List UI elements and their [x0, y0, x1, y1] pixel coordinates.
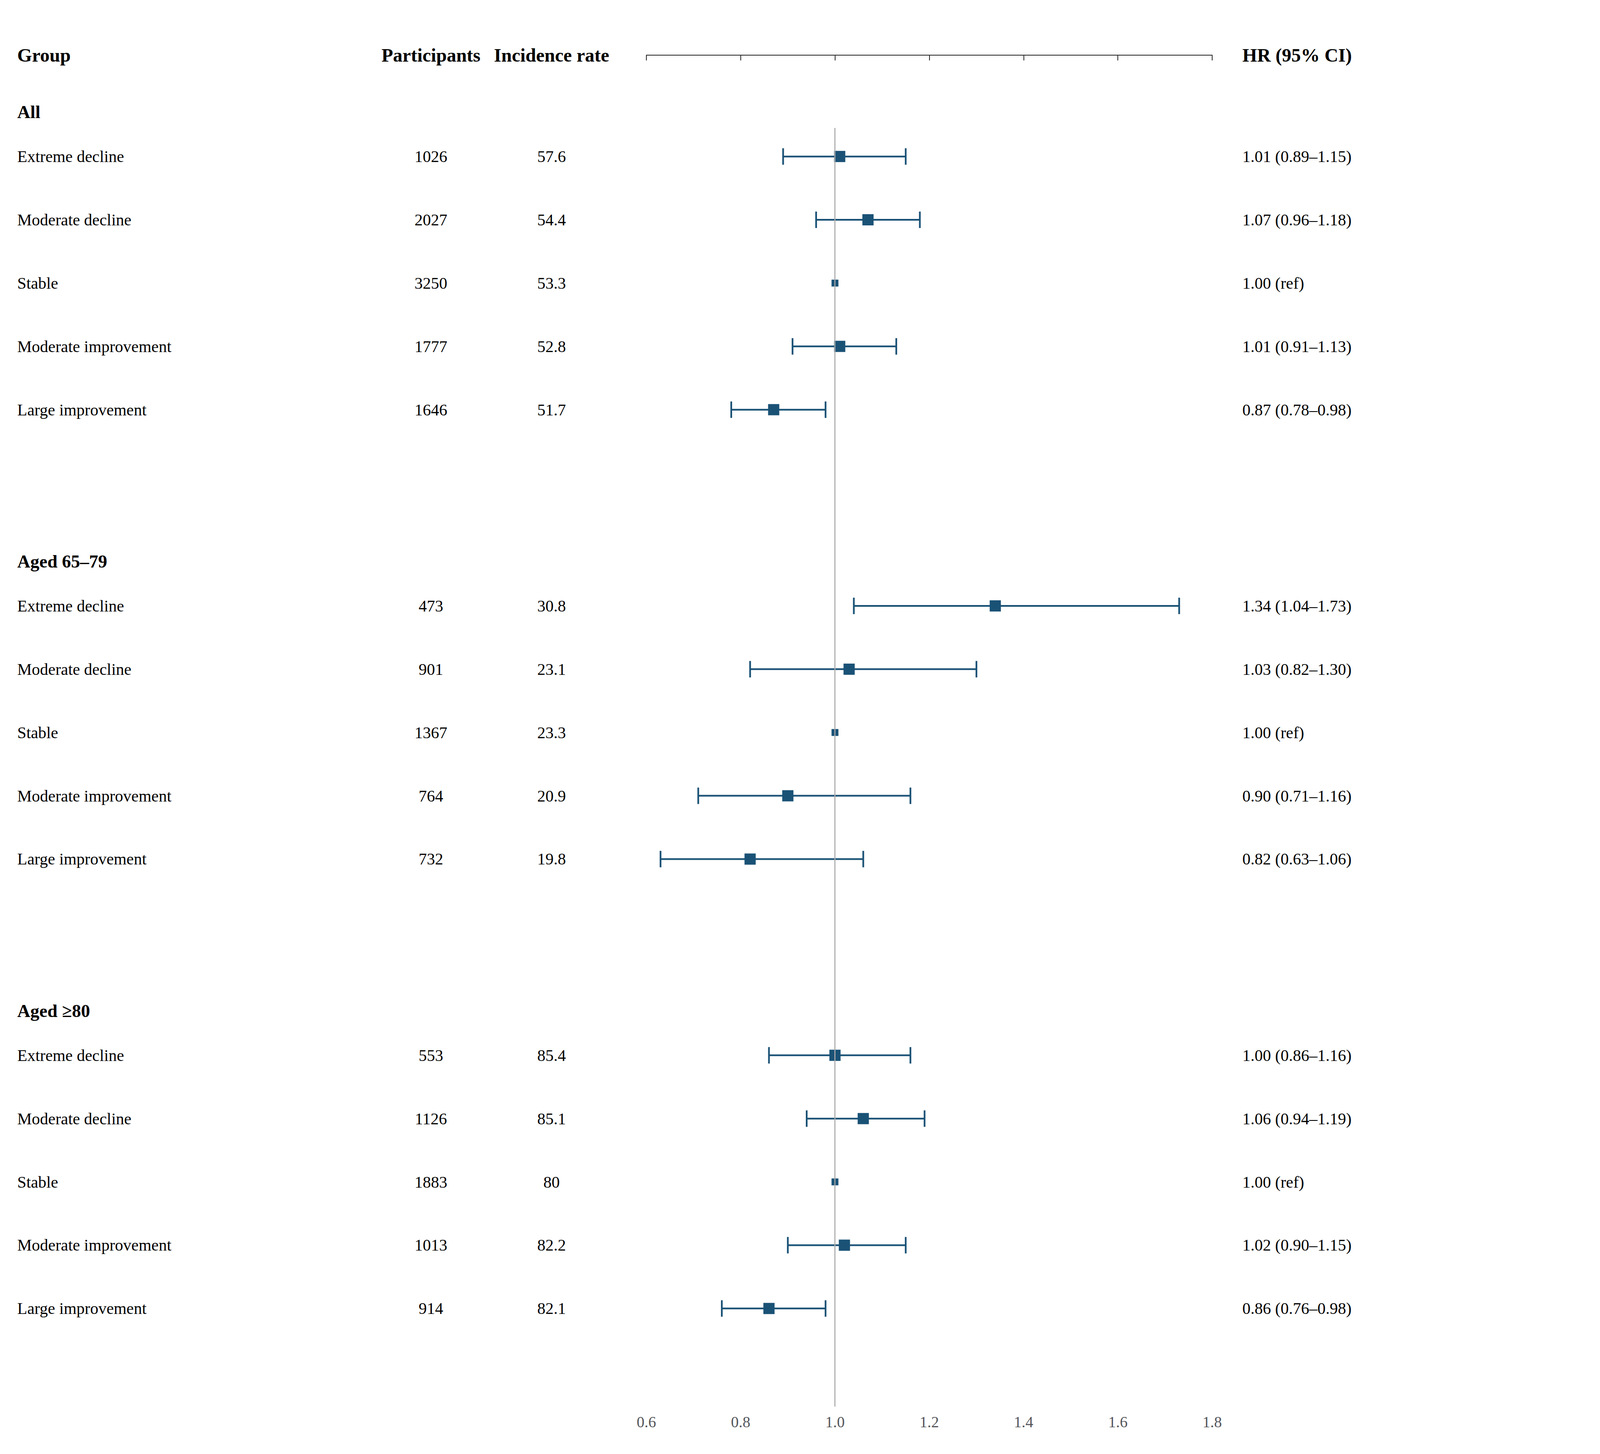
svg-text:53.3: 53.3 — [537, 274, 567, 293]
svg-text:1.00 (ref): 1.00 (ref) — [1242, 1172, 1304, 1192]
svg-text:Moderate decline: Moderate decline — [17, 1109, 132, 1128]
svg-text:82.1: 82.1 — [537, 1299, 567, 1318]
svg-text:85.4: 85.4 — [537, 1046, 567, 1065]
svg-text:52.8: 52.8 — [537, 337, 567, 356]
svg-text:1126: 1126 — [414, 1109, 448, 1128]
svg-text:1.00 (ref): 1.00 (ref) — [1242, 274, 1304, 293]
svg-text:1.06 (0.94–1.19): 1.06 (0.94–1.19) — [1242, 1109, 1352, 1129]
svg-text:Participants: Participants — [381, 44, 481, 66]
svg-text:Moderate decline: Moderate decline — [17, 210, 132, 229]
svg-text:Large improvement: Large improvement — [17, 400, 147, 419]
svg-text:1.01 (0.91–1.13): 1.01 (0.91–1.13) — [1242, 337, 1352, 356]
svg-text:Moderate improvement: Moderate improvement — [17, 786, 172, 805]
svg-text:473: 473 — [418, 596, 444, 615]
svg-text:0.87 (0.78–0.98): 0.87 (0.78–0.98) — [1242, 400, 1352, 420]
svg-text:Aged 65–79: Aged 65–79 — [17, 551, 108, 572]
svg-text:Stable: Stable — [17, 274, 59, 293]
svg-text:1026: 1026 — [414, 147, 448, 166]
svg-text:Stable: Stable — [17, 1172, 59, 1192]
svg-text:1.6: 1.6 — [1108, 1413, 1128, 1431]
svg-text:1.01 (0.89–1.15): 1.01 (0.89–1.15) — [1242, 147, 1352, 166]
svg-text:1646: 1646 — [414, 400, 448, 419]
svg-text:0.8: 0.8 — [730, 1413, 751, 1431]
svg-text:Aged ≥80: Aged ≥80 — [17, 1001, 91, 1021]
svg-text:1883: 1883 — [414, 1172, 448, 1192]
svg-text:1.00 (0.86–1.16): 1.00 (0.86–1.16) — [1242, 1046, 1352, 1065]
svg-text:Extreme decline: Extreme decline — [17, 147, 125, 166]
svg-text:1367: 1367 — [414, 723, 448, 742]
svg-text:80: 80 — [543, 1172, 560, 1192]
svg-text:Stable: Stable — [17, 723, 59, 742]
svg-text:0.90 (0.71–1.16): 0.90 (0.71–1.16) — [1242, 786, 1352, 806]
svg-text:54.4: 54.4 — [537, 210, 567, 229]
svg-text:Moderate decline: Moderate decline — [17, 660, 132, 679]
svg-text:914: 914 — [418, 1299, 444, 1318]
svg-text:Extreme decline: Extreme decline — [17, 1046, 125, 1065]
svg-text:All: All — [17, 102, 41, 122]
svg-text:Large improvement: Large improvement — [17, 1299, 147, 1318]
svg-text:0.86 (0.76–0.98): 0.86 (0.76–0.98) — [1242, 1299, 1352, 1318]
svg-text:Moderate improvement: Moderate improvement — [17, 337, 172, 356]
svg-text:1.34 (1.04–1.73): 1.34 (1.04–1.73) — [1242, 596, 1352, 616]
svg-text:85.1: 85.1 — [537, 1109, 567, 1128]
svg-text:30.8: 30.8 — [537, 596, 567, 615]
svg-text:Incidence rate: Incidence rate — [493, 44, 610, 66]
svg-text:19.8: 19.8 — [537, 849, 567, 868]
svg-text:1.2: 1.2 — [919, 1413, 939, 1431]
svg-text:1.0: 1.0 — [825, 1413, 845, 1431]
svg-text:Group: Group — [17, 44, 71, 66]
svg-text:0.82 (0.63–1.06): 0.82 (0.63–1.06) — [1242, 849, 1352, 869]
svg-text:1.4: 1.4 — [1013, 1413, 1034, 1431]
svg-text:Moderate improvement: Moderate improvement — [17, 1235, 172, 1254]
svg-text:1777: 1777 — [414, 337, 448, 356]
svg-text:732: 732 — [418, 849, 444, 868]
svg-text:3250: 3250 — [414, 274, 448, 293]
svg-text:1.8: 1.8 — [1202, 1413, 1223, 1431]
svg-text:Large improvement: Large improvement — [17, 849, 147, 868]
svg-text:1.03 (0.82–1.30): 1.03 (0.82–1.30) — [1242, 660, 1352, 679]
svg-text:1.00 (ref): 1.00 (ref) — [1242, 723, 1304, 743]
svg-text:2027: 2027 — [414, 210, 448, 229]
svg-text:1013: 1013 — [414, 1235, 448, 1254]
svg-text:82.2: 82.2 — [537, 1235, 567, 1254]
svg-text:553: 553 — [418, 1046, 444, 1065]
svg-text:1.07 (0.96–1.18): 1.07 (0.96–1.18) — [1242, 210, 1352, 230]
svg-text:Extreme decline: Extreme decline — [17, 596, 125, 615]
svg-text:1.02 (0.90–1.15): 1.02 (0.90–1.15) — [1242, 1235, 1352, 1255]
svg-text:901: 901 — [418, 660, 444, 679]
svg-text:764: 764 — [418, 786, 444, 805]
svg-text:57.6: 57.6 — [537, 147, 567, 166]
svg-text:HR (95% CI): HR (95% CI) — [1242, 44, 1352, 66]
svg-text:23.3: 23.3 — [537, 723, 567, 742]
svg-text:20.9: 20.9 — [537, 786, 567, 805]
svg-text:23.1: 23.1 — [537, 660, 567, 679]
svg-text:0.6: 0.6 — [636, 1413, 657, 1431]
svg-text:51.7: 51.7 — [537, 400, 567, 419]
